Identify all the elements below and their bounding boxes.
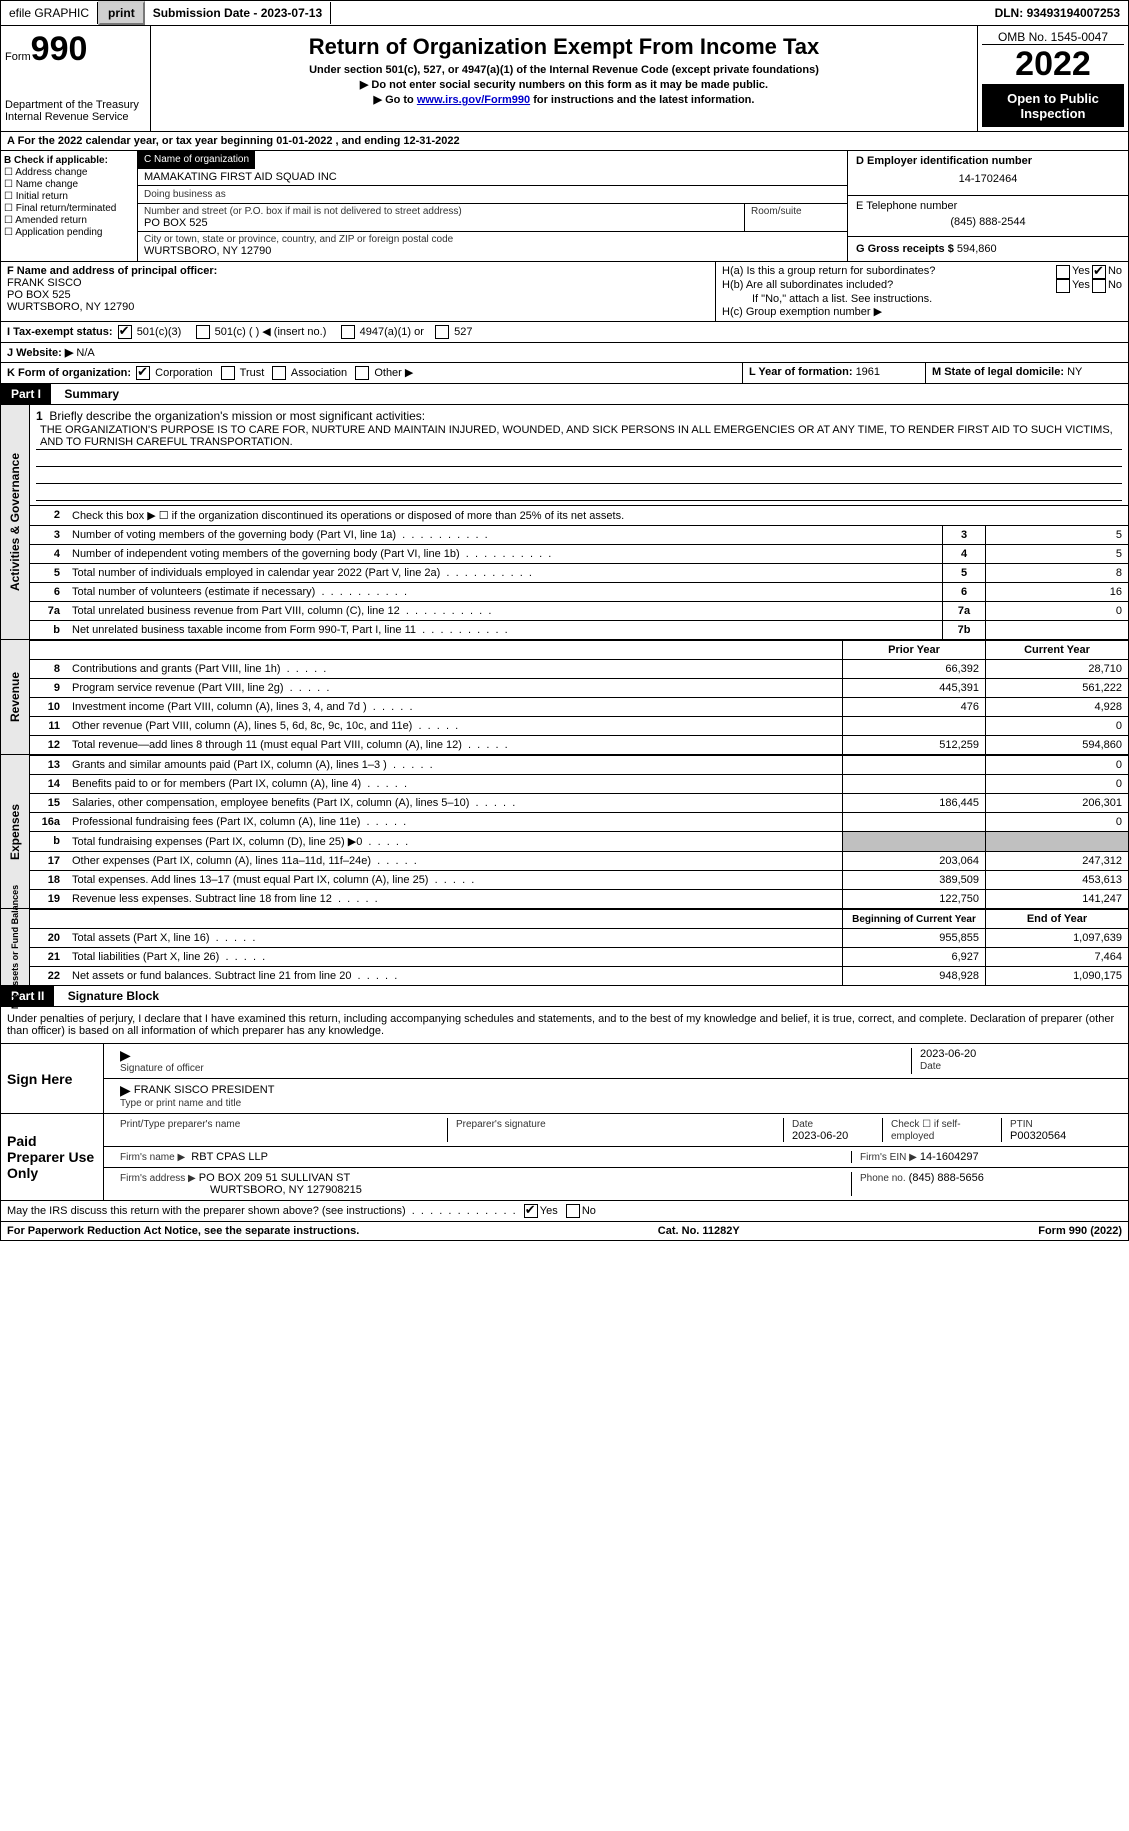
- header-center: Return of Organization Exempt From Incom…: [151, 26, 978, 131]
- dln: DLN: 93493194007253: [987, 2, 1128, 24]
- sign-here-label: Sign Here: [1, 1044, 104, 1113]
- org-name: MAMAKATING FIRST AID SQUAD INC: [138, 169, 847, 186]
- org-form-row: K Form of organization: Corporation Trus…: [0, 363, 1129, 384]
- print-button[interactable]: print: [98, 1, 145, 25]
- header-warning: ▶ Do not enter social security numbers o…: [155, 78, 973, 91]
- mission-text: THE ORGANIZATION'S PURPOSE IS TO CARE FO…: [36, 423, 1122, 450]
- officer-group-row: F Name and address of principal officer:…: [0, 262, 1129, 322]
- block-h: H(a) Is this a group return for subordin…: [716, 262, 1128, 321]
- officer-name-sig: FRANK SISCO PRESIDENT: [134, 1084, 275, 1096]
- header-subtitle: Under section 501(c), 527, or 4947(a)(1)…: [155, 64, 973, 76]
- gross-receipts: 594,860: [957, 243, 997, 255]
- sign-here-row: Sign Here ▶Signature of officer2023-06-2…: [0, 1044, 1129, 1114]
- footer: For Paperwork Reduction Act Notice, see …: [0, 1222, 1129, 1241]
- revenue-section: Revenue Prior YearCurrent Year 8Contribu…: [0, 640, 1129, 755]
- state-domicile: NY: [1067, 366, 1082, 378]
- part2-header: Part II Signature Block: [0, 986, 1129, 1007]
- website: N/A: [73, 347, 94, 359]
- ein: 14-1702464: [856, 167, 1120, 191]
- expenses-table: 13Grants and similar amounts paid (Part …: [30, 755, 1128, 908]
- officer-name: FRANK SISCO: [7, 277, 709, 289]
- vlabel-netassets: Net Assets or Fund Balances: [10, 885, 20, 1009]
- org-address: PO BOX 525: [144, 217, 738, 229]
- revenue-table: 8Contributions and grants (Part VIII, li…: [30, 659, 1128, 754]
- irs-link[interactable]: www.irs.gov/Form990: [417, 94, 530, 106]
- expenses-section: Expenses 13Grants and similar amounts pa…: [0, 755, 1129, 909]
- period-row: A For the 2022 calendar year, or tax yea…: [0, 132, 1129, 151]
- vlabel-governance: Activities & Governance: [8, 453, 22, 591]
- dept-treasury: Department of the Treasury: [5, 99, 146, 111]
- omb-number: OMB No. 1545-0047: [982, 30, 1124, 44]
- firm-ein: 14-1604297: [920, 1151, 979, 1163]
- top-bar: efile GRAPHIC print Submission Date - 20…: [0, 0, 1129, 26]
- vlabel-revenue: Revenue: [8, 672, 22, 722]
- year-formed: 1961: [856, 366, 880, 378]
- firm-name: RBT CPAS LLP: [191, 1151, 268, 1163]
- check-b-column: B Check if applicable: ☐ Address change☐…: [1, 151, 138, 261]
- part1-header: Part I Summary: [0, 384, 1129, 405]
- block-i: I Tax-exempt status: 501(c)(3) 501(c) ( …: [1, 322, 1128, 342]
- discuss-row: May the IRS discuss this return with the…: [0, 1201, 1129, 1222]
- website-row: J Website: ▶ N/A: [0, 343, 1129, 363]
- tax-year: 2022: [982, 44, 1124, 85]
- omb-box: OMB No. 1545-0047 2022 Open to Public In…: [978, 26, 1128, 131]
- submission-date: Submission Date - 2023-07-13: [145, 2, 331, 24]
- netassets-section: Net Assets or Fund Balances Beginning of…: [0, 909, 1129, 986]
- ptin: P00320564: [1010, 1130, 1066, 1142]
- block-f: F Name and address of principal officer:…: [1, 262, 716, 321]
- efile-label: efile GRAPHIC: [1, 2, 98, 24]
- tax-status-row: I Tax-exempt status: 501(c)(3) 501(c) ( …: [0, 322, 1129, 343]
- signature-declaration: Under penalties of perjury, I declare th…: [0, 1007, 1129, 1044]
- firm-phone: (845) 888-5656: [909, 1172, 984, 1184]
- header-link-line: ▶ Go to www.irs.gov/Form990 for instruct…: [155, 93, 973, 106]
- identity-row: B Check if applicable: ☐ Address change☐…: [0, 151, 1129, 262]
- dba-label: Doing business as: [138, 186, 847, 204]
- netassets-table: 20Total assets (Part X, line 16) . . . .…: [30, 928, 1128, 985]
- activities-governance-section: Activities & Governance 1 Briefly descri…: [0, 405, 1129, 640]
- org-city: WURTSBORO, NY 12790: [144, 245, 841, 257]
- open-inspection: Open to Public Inspection: [982, 85, 1124, 127]
- vlabel-expenses: Expenses: [8, 804, 22, 860]
- period-text: A For the 2022 calendar year, or tax yea…: [1, 132, 1128, 150]
- irs-label: Internal Revenue Service: [5, 111, 146, 123]
- paid-preparer-label: Paid Preparer Use Only: [1, 1114, 104, 1200]
- form-header: Form990 Department of the Treasury Inter…: [0, 26, 1129, 132]
- form-title: Return of Organization Exempt From Incom…: [155, 34, 973, 60]
- form-number-box: Form990 Department of the Treasury Inter…: [1, 26, 151, 131]
- name-address-block: C Name of organization MAMAKATING FIRST …: [138, 151, 848, 261]
- paid-preparer-row: Paid Preparer Use Only Print/Type prepar…: [0, 1114, 1129, 1201]
- right-info-block: D Employer identification number14-17024…: [848, 151, 1128, 261]
- governance-table: 2Check this box ▶ ☐ if the organization …: [30, 505, 1128, 525]
- phone: (845) 888-2544: [856, 212, 1120, 232]
